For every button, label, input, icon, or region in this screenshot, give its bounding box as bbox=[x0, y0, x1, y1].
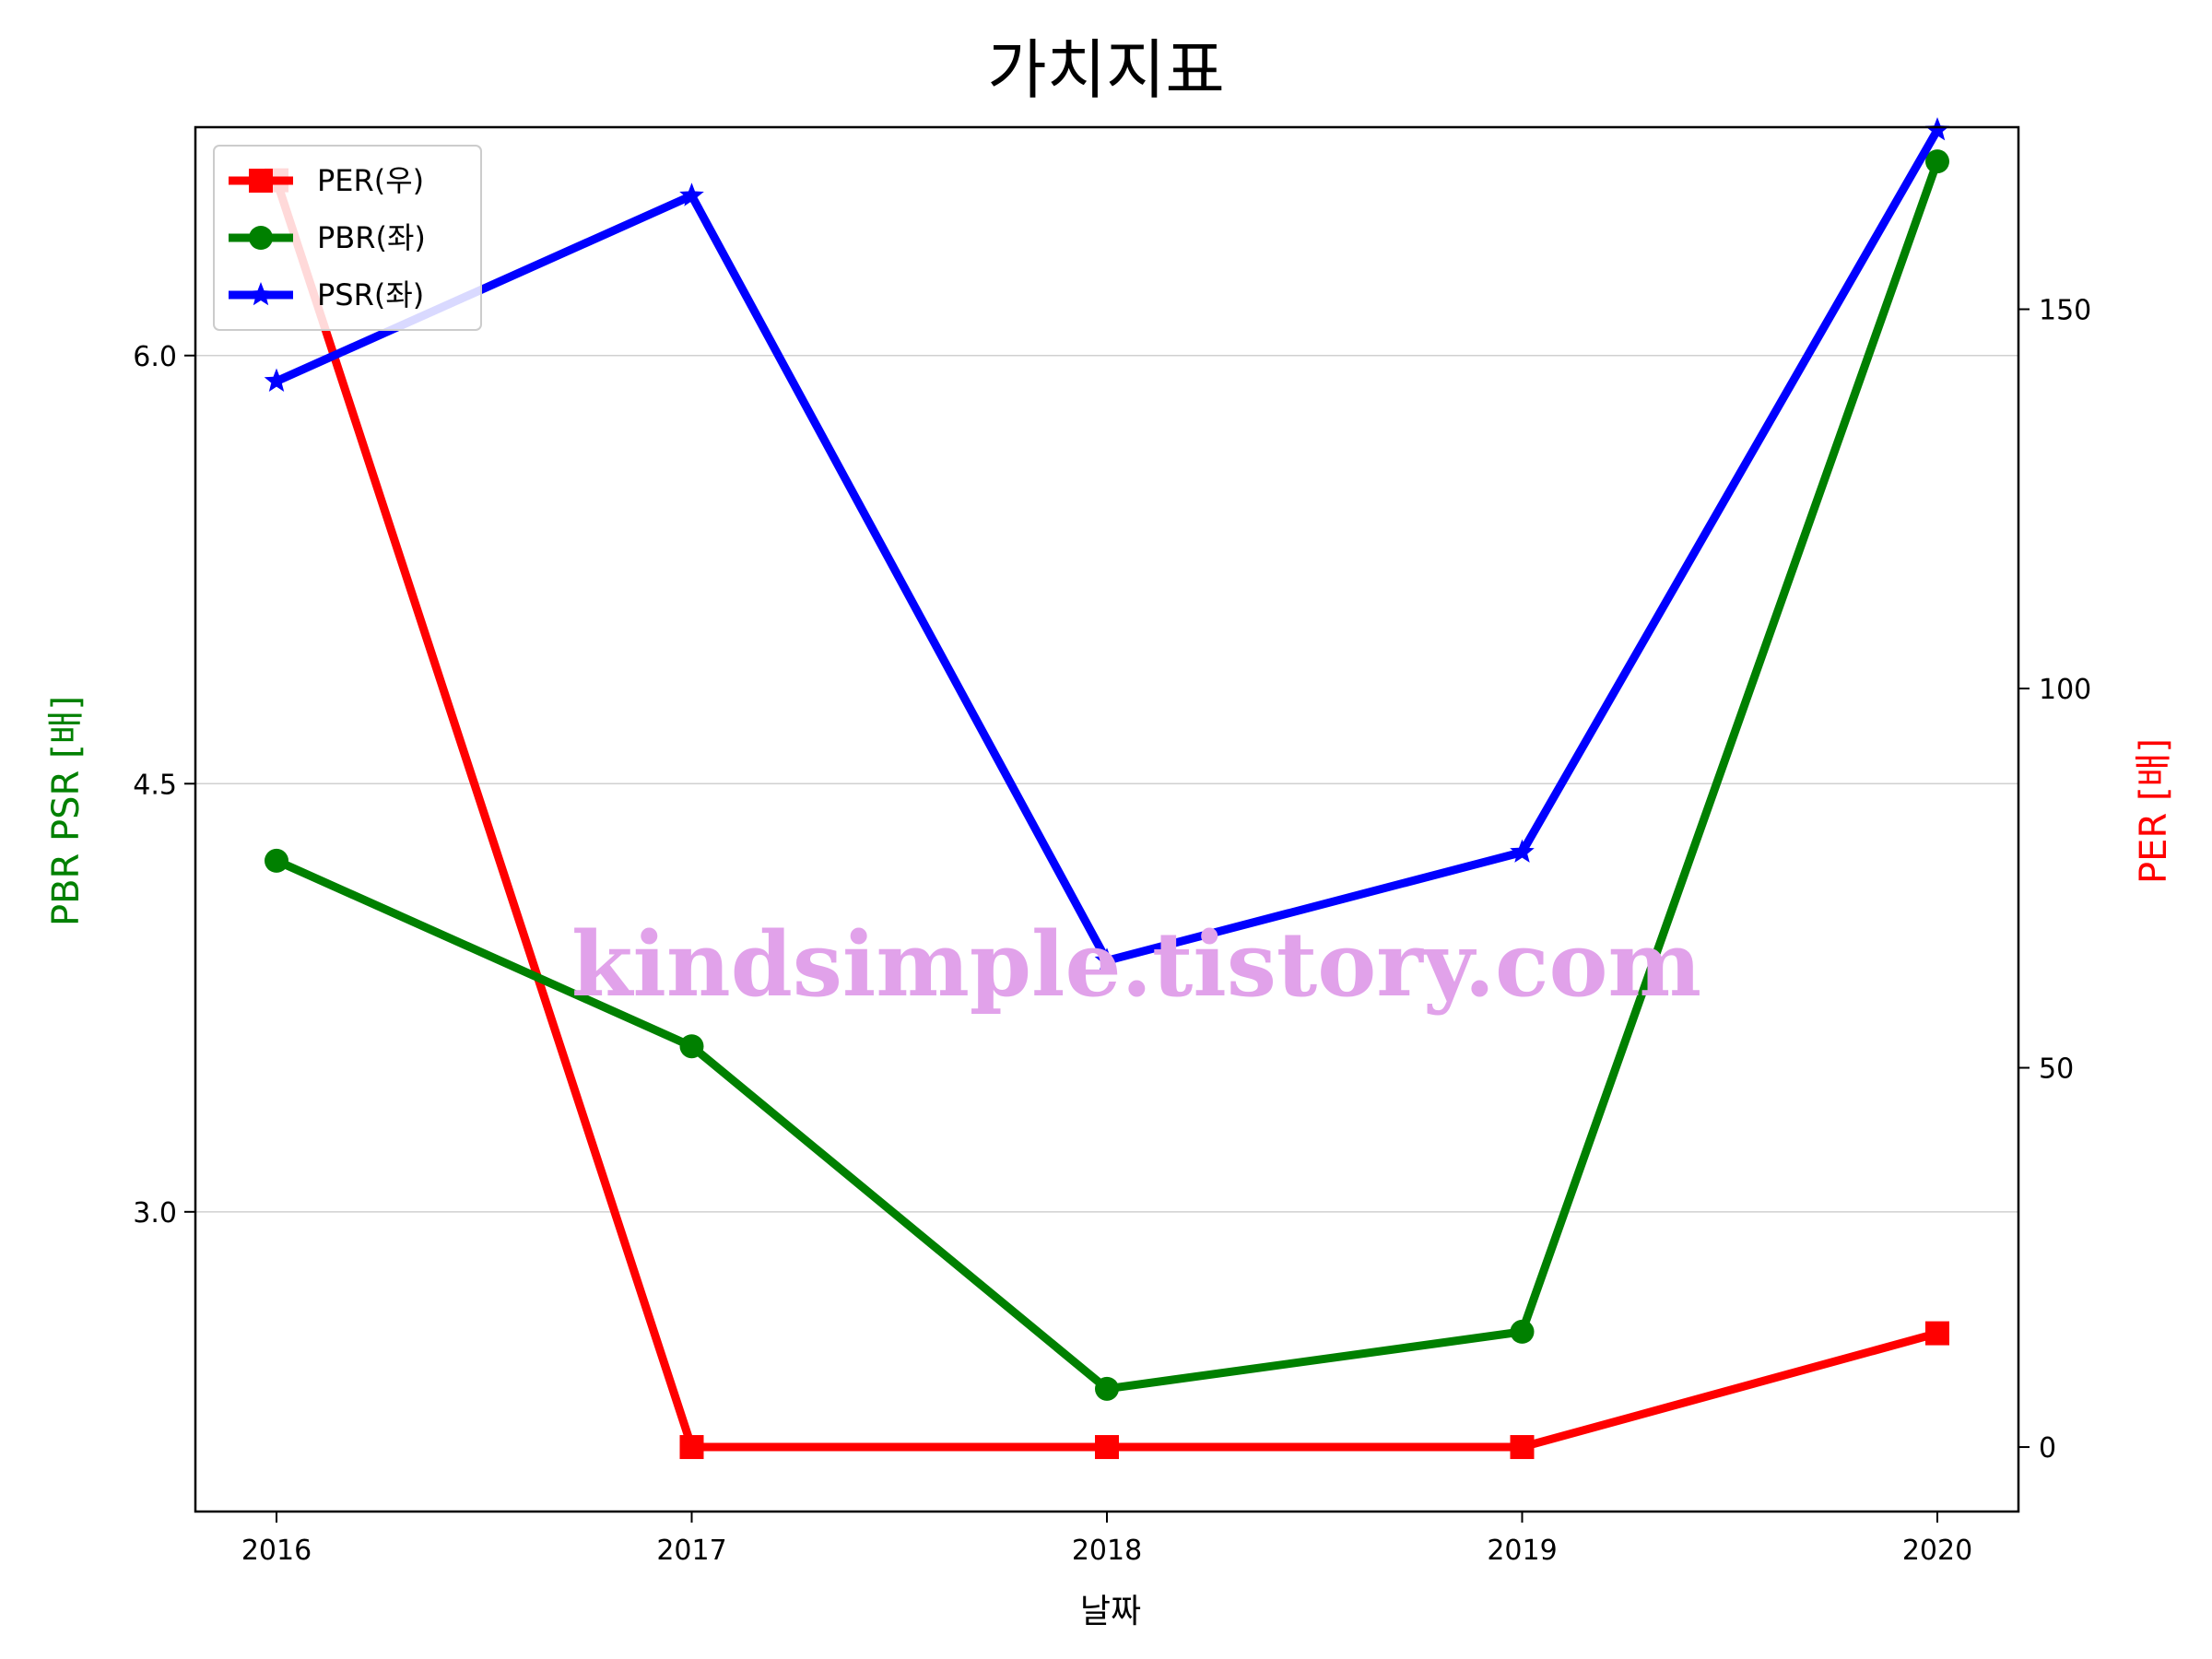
y-left-axis-title: PBR PSR [배] bbox=[45, 696, 88, 926]
axis-layer: 2016 2017 2018 2019 2020 3.0 4.5 6.0 0 50 100 150 bbox=[133, 125, 2091, 1567]
data-point-circle bbox=[1510, 1319, 1535, 1344]
x-tick-label: 2017 bbox=[656, 1535, 726, 1567]
data-point-star bbox=[1510, 839, 1535, 863]
data-point-star bbox=[1924, 117, 1950, 141]
series-layer bbox=[264, 117, 1950, 1460]
data-point-square bbox=[679, 1435, 704, 1460]
x-tick-label: 2016 bbox=[241, 1535, 312, 1567]
legend-box bbox=[213, 145, 482, 331]
y-right-axis-title: PER [배] bbox=[2133, 738, 2175, 884]
data-point-square bbox=[1510, 1435, 1535, 1460]
y-right-tick-label: 50 bbox=[2039, 1053, 2074, 1086]
x-tick-label: 2019 bbox=[1487, 1535, 1557, 1567]
legend-label: PSR(좌) bbox=[317, 277, 424, 312]
y-left-tick-label: 4.5 bbox=[133, 769, 177, 801]
data-point-circle bbox=[265, 848, 288, 873]
x-tick-label: 2020 bbox=[1902, 1535, 1972, 1567]
legend-label: PER(우) bbox=[317, 163, 424, 198]
legend: PER(우) PBR(좌) PSR(좌) bbox=[213, 145, 482, 331]
y-right-tick-label: 150 bbox=[2039, 295, 2091, 327]
series-line-square bbox=[272, 179, 1939, 1452]
grid-layer bbox=[195, 355, 2018, 1213]
data-point-star bbox=[264, 368, 289, 392]
legend-marker-star bbox=[248, 282, 274, 306]
data-point-square bbox=[1925, 1321, 1949, 1346]
data-point-star bbox=[679, 182, 704, 206]
plot-frame bbox=[194, 125, 2020, 1513]
series-line-circle bbox=[275, 159, 1942, 1394]
data-point-circle bbox=[1095, 1376, 1119, 1401]
y-right-tick-label: 100 bbox=[2039, 674, 2091, 706]
y-right-tick-label: 0 bbox=[2039, 1432, 2056, 1465]
y-left-tick-label: 6.0 bbox=[133, 341, 177, 373]
x-axis-title: 날짜 bbox=[1080, 1593, 1141, 1630]
data-point-circle bbox=[1925, 149, 1949, 174]
chart-title: 가치지표 bbox=[987, 32, 1225, 108]
data-point-square bbox=[1095, 1435, 1119, 1460]
series-line-star bbox=[275, 127, 1941, 966]
data-point-circle bbox=[679, 1034, 704, 1059]
data-point-star bbox=[1094, 947, 1120, 971]
x-tick-label: 2018 bbox=[1072, 1535, 1142, 1567]
legend-marker-square bbox=[249, 169, 273, 193]
watermark-text: kindsimple.tistory.com bbox=[571, 912, 1701, 1017]
legend-marker-circle bbox=[249, 226, 273, 250]
legend-label: PBR(좌) bbox=[317, 220, 426, 255]
y-left-tick-label: 3.0 bbox=[133, 1197, 177, 1230]
